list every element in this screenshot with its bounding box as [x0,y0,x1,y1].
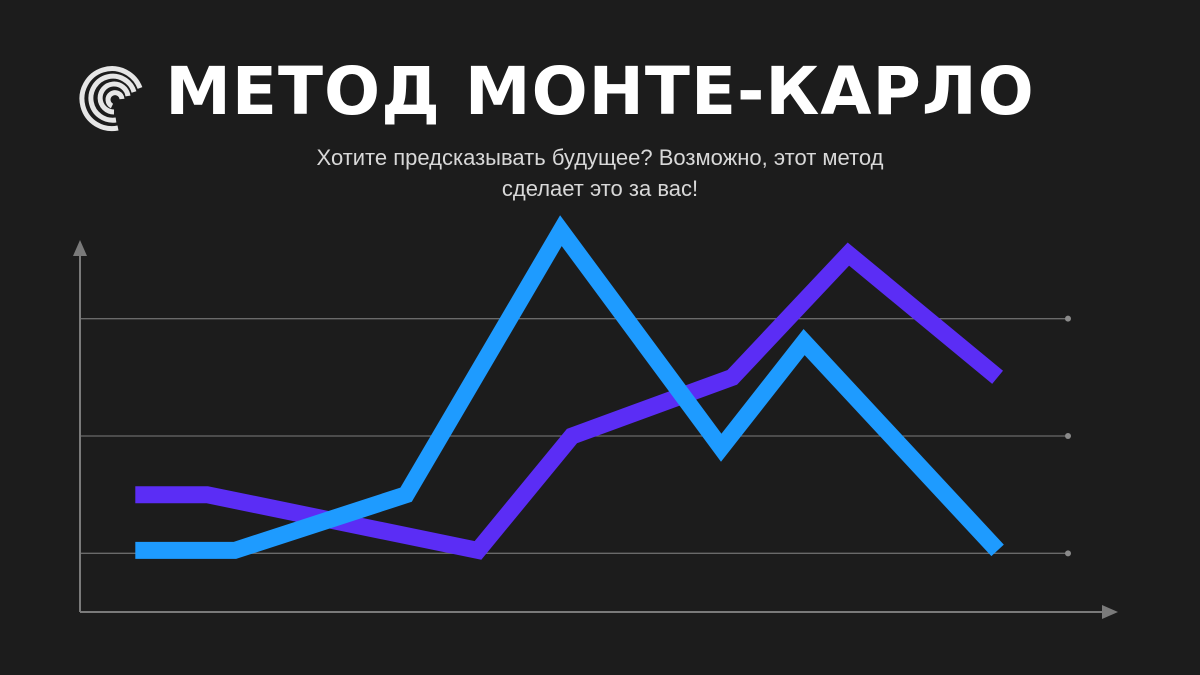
series-line-blue [135,215,1004,559]
gridline-end-dot [1065,550,1071,557]
subtitle-line-1: Хотите предсказывать будущее? Возможно, … [316,145,884,170]
spiral-c-logo-icon [79,66,143,132]
page-subtitle: Хотите предсказывать будущее? Возможно, … [0,142,1200,204]
logo [79,66,143,132]
gridline-end-dot [1065,315,1071,322]
axes [73,240,1118,619]
page-title: МЕТОД МОНТЕ-КАРЛО [165,53,1035,130]
series-line-purple [135,242,1004,560]
x-axis-arrow-icon [1102,605,1118,619]
subtitle-line-2: сделает это за вас! [501,176,699,201]
y-axis-arrow-icon [73,240,87,256]
gridline-end-dot [1065,433,1071,439]
